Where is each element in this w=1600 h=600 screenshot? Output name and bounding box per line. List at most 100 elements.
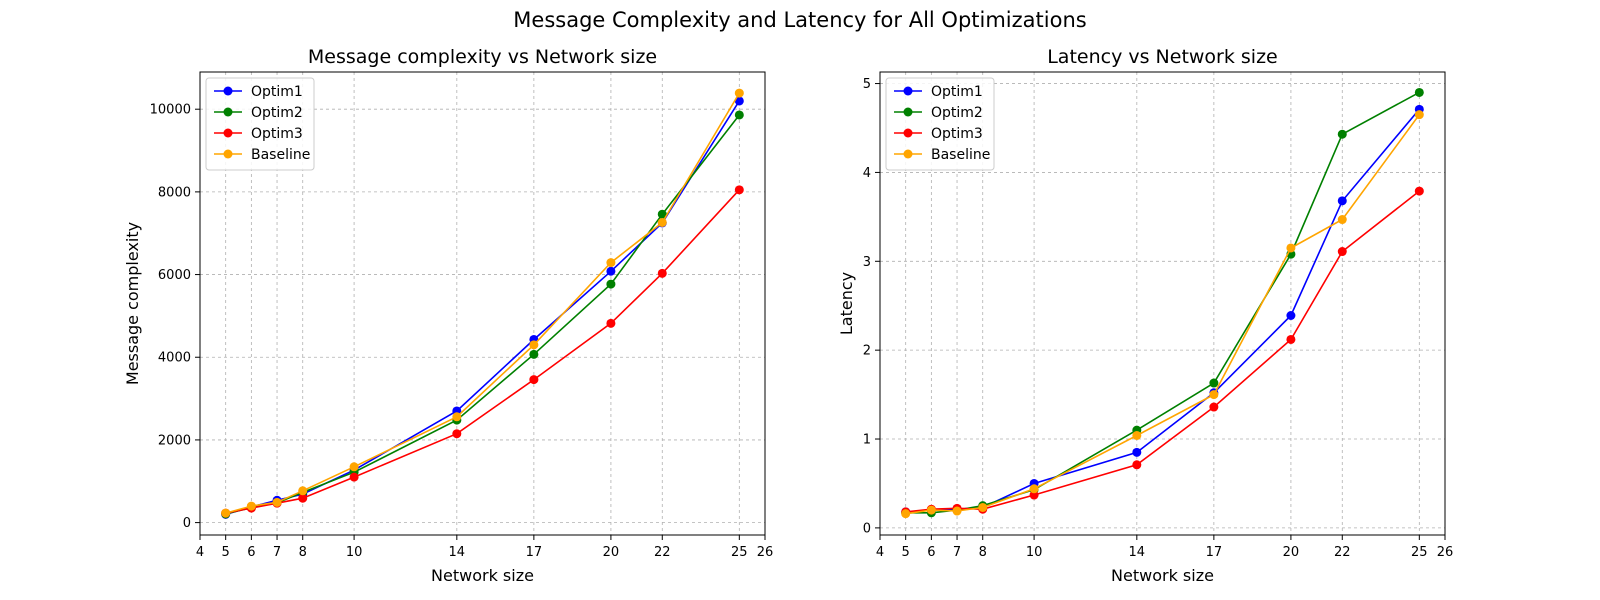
chart-title: Message complexity vs Network size <box>308 46 657 68</box>
legend-marker-baseline <box>903 149 913 159</box>
data-point-optim3 <box>1414 186 1424 196</box>
x-axis-label: Network size <box>1111 566 1214 585</box>
legend-box <box>885 77 995 171</box>
series-line-baseline <box>225 92 740 514</box>
y-tick-label: 4000 <box>158 351 191 366</box>
data-point-baseline <box>1286 243 1296 253</box>
y-axis-label: Latency <box>837 272 856 335</box>
legend-label-baseline: Baseline <box>931 147 990 163</box>
x-tick-label: 22 <box>1334 545 1351 560</box>
x-tick-label: 4 <box>876 545 884 560</box>
x-tick-label: 10 <box>346 545 363 560</box>
x-tick-label: 10 <box>1026 545 1043 560</box>
data-point-baseline <box>952 506 962 516</box>
y-tick-label: 3 <box>863 255 871 270</box>
x-tick-label: 8 <box>979 545 987 560</box>
x-tick-label: 26 <box>757 545 774 560</box>
legend-marker-optim3 <box>903 128 913 138</box>
series-line-optim1 <box>905 108 1420 513</box>
legend-marker-optim1 <box>903 86 913 96</box>
data-point-baseline <box>1132 430 1142 440</box>
legend-label-optim2: Optim2 <box>931 105 983 121</box>
y-tick-label: 1 <box>863 433 871 448</box>
x-tick-label: 25 <box>1411 545 1428 560</box>
plot-frame <box>879 71 1446 536</box>
y-tick-label: 0 <box>863 521 871 536</box>
legend-marker-optim2 <box>903 107 913 117</box>
series-line-optim2 <box>905 91 1420 514</box>
data-point-optim3 <box>1337 247 1347 257</box>
y-tick-label: 2000 <box>158 433 191 448</box>
legend-label-optim3: Optim3 <box>931 126 983 142</box>
x-tick-label: 14 <box>1129 545 1146 560</box>
series-line-baseline <box>905 114 1420 515</box>
legend-box <box>205 77 315 171</box>
data-point-optim3 <box>606 318 616 328</box>
x-tick-label: 17 <box>1206 545 1223 560</box>
data-point-baseline <box>298 486 308 496</box>
series-line-optim3 <box>905 190 1420 513</box>
y-tick-label: 5 <box>863 77 871 92</box>
legend-marker-baseline <box>223 149 233 159</box>
data-point-optim3 <box>734 185 744 195</box>
chart-title: Latency vs Network size <box>1047 46 1278 68</box>
x-tick-label: 7 <box>273 545 281 560</box>
data-point-baseline <box>926 505 936 515</box>
x-tick-label: 6 <box>927 545 935 560</box>
x-tick-label: 17 <box>526 545 543 560</box>
x-tick-label: 5 <box>222 545 230 560</box>
legend-label-optim1: Optim1 <box>251 84 303 100</box>
x-axis-label: Network size <box>431 566 534 585</box>
legend-marker-optim2 <box>223 107 233 117</box>
legend-marker-optim1 <box>223 86 233 96</box>
x-tick-label: 8 <box>299 545 307 560</box>
series-line-optim3 <box>225 189 740 514</box>
data-point-optim2 <box>1414 87 1424 97</box>
data-point-optim3 <box>1286 334 1296 344</box>
data-point-optim3 <box>529 375 539 385</box>
data-point-baseline <box>246 501 256 511</box>
data-point-baseline <box>529 340 539 350</box>
data-point-baseline <box>452 412 462 422</box>
data-point-optim1 <box>1132 447 1142 457</box>
data-point-baseline <box>657 217 667 227</box>
data-point-baseline <box>1029 484 1039 494</box>
x-tick-label: 20 <box>1283 545 1300 560</box>
data-point-optim2 <box>1337 129 1347 139</box>
legend-label-optim3: Optim3 <box>251 126 303 142</box>
data-point-baseline <box>1414 110 1424 120</box>
legend-label-optim1: Optim1 <box>931 84 983 100</box>
data-point-baseline <box>1337 215 1347 225</box>
data-point-optim2 <box>529 349 539 359</box>
message-complexity-chart: 4 5 6 7 8 10 14 17 20 22 25 26 0 2000 4000 6000 8000 1000… <box>123 46 773 585</box>
latency-chart: 4 5 6 7 8 10 14 17 20 22 25 26 0 1 2 3 4 5 Latency vs Netw… <box>837 46 1453 585</box>
data-point-optim2 <box>606 279 616 289</box>
data-point-optim3 <box>1029 490 1039 500</box>
data-point-baseline <box>349 462 359 472</box>
data-point-baseline <box>606 258 616 268</box>
legend-marker-optim3 <box>223 128 233 138</box>
x-tick-label: 20 <box>603 545 620 560</box>
y-tick-label: 8000 <box>158 185 191 200</box>
y-tick-label: 2 <box>863 344 871 359</box>
x-tick-label: 5 <box>902 545 910 560</box>
data-point-baseline <box>734 88 744 98</box>
data-point-optim3 <box>452 429 462 439</box>
data-point-optim2 <box>1209 378 1219 388</box>
x-tick-label: 26 <box>1437 545 1454 560</box>
data-point-baseline <box>978 502 988 512</box>
legend-label-baseline: Baseline <box>251 147 310 163</box>
x-tick-label: 22 <box>654 545 671 560</box>
y-tick-label: 4 <box>863 166 871 181</box>
y-tick-label: 0 <box>183 516 191 531</box>
data-point-optim1 <box>606 266 616 276</box>
data-point-optim3 <box>1132 460 1142 470</box>
data-point-optim3 <box>657 268 667 278</box>
data-point-optim2 <box>734 110 744 120</box>
figure-title: Message Complexity and Latency for All O… <box>513 8 1086 32</box>
data-point-optim1 <box>734 96 744 106</box>
data-point-optim1 <box>1286 310 1296 320</box>
plot-frame <box>199 71 766 536</box>
x-tick-label: 14 <box>449 545 466 560</box>
